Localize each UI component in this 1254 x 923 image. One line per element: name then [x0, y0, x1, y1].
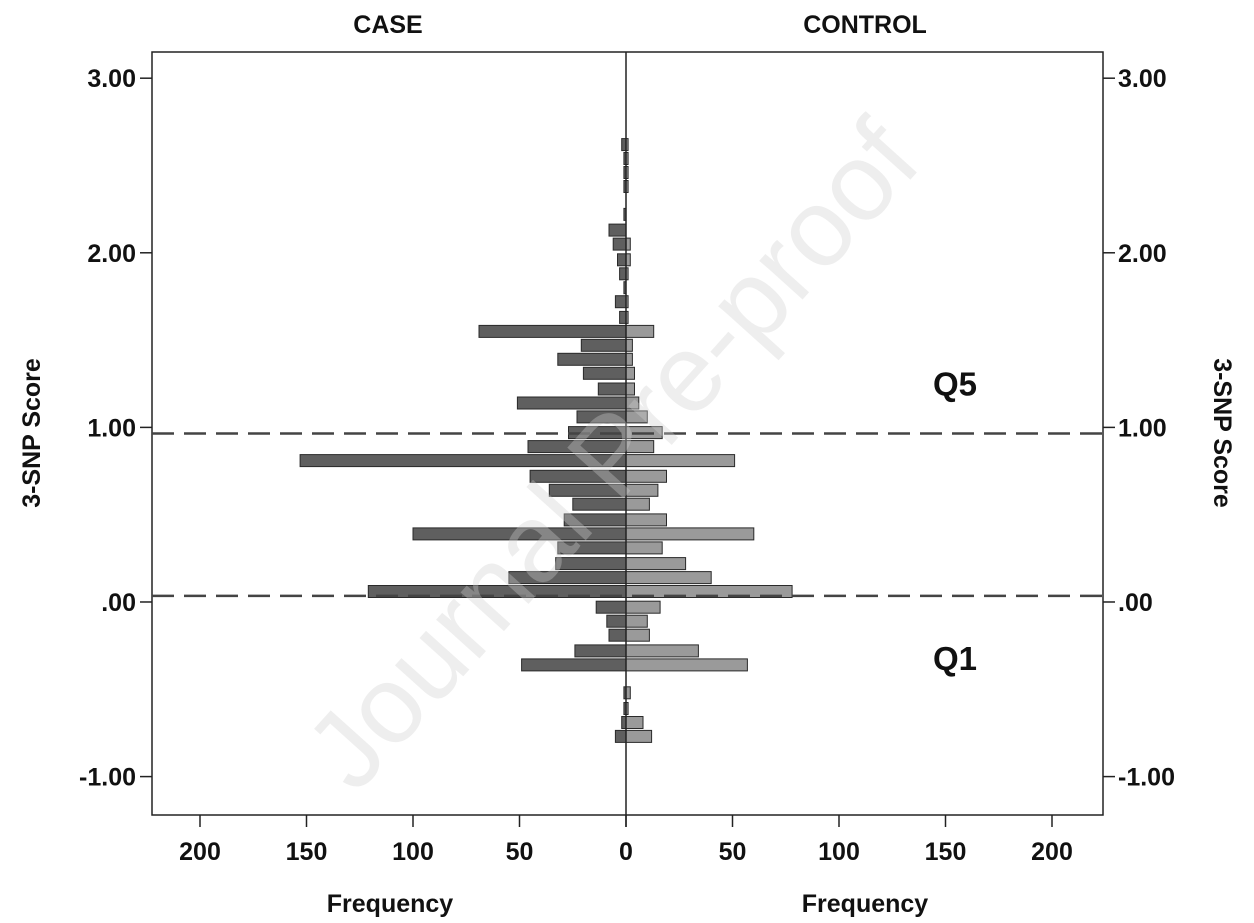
control-bar-29: [625, 614, 648, 628]
control-panel-label: CONTROL: [803, 11, 927, 39]
y-tick-left-label-4: -1.00: [79, 764, 136, 792]
y-axis-title-right: 3-SNP Score: [1208, 358, 1236, 508]
control-bar-26: [625, 571, 712, 585]
x-axis-title-left: Frequency: [327, 890, 454, 918]
x-axis: 200 150 100 50 00 50 100 150 200: [179, 815, 1073, 866]
case-bar-12: [478, 324, 627, 338]
y-tick-left-label-0: 3.00: [87, 65, 136, 93]
control-bar-25: [625, 557, 687, 571]
x-tick-label-0: 200: [179, 838, 221, 866]
case-bar-11: [619, 310, 627, 324]
control-bar-28: [625, 600, 661, 614]
y-tick-right-label-2: 1.00: [1118, 414, 1167, 442]
x-tick-label-9: 200: [1031, 838, 1073, 866]
case-bar-34: [574, 644, 627, 658]
control-bar-36: [625, 729, 653, 743]
control-bar-32: [625, 658, 748, 672]
case-panel-label: CASE: [353, 11, 422, 39]
case-bar-35: [521, 658, 627, 672]
case-bar-5: [608, 223, 627, 237]
control-bar-35: [625, 716, 644, 729]
x-tick-label-4: 0: [619, 838, 633, 866]
control-bars: [625, 138, 793, 743]
x-tick-label-1: 150: [286, 838, 328, 866]
control-bar-30: [625, 628, 650, 642]
control-bar-31: [625, 644, 699, 658]
case-bar-6: [612, 237, 627, 251]
region-label-q5: Q5: [933, 366, 977, 403]
y-tick-right-label-0: 3.00: [1118, 65, 1167, 93]
x-tick-label-8: 150: [925, 838, 967, 866]
y-tick-right-label-1: 2.00: [1118, 240, 1167, 268]
case-bars: [299, 138, 627, 743]
x-tick-label-5: 0: [619, 838, 633, 866]
case-bar-33: [608, 628, 627, 642]
x-tick-label-3: 50: [506, 838, 534, 866]
control-bar-23: [625, 527, 755, 541]
y-tick-left-label-3: .00: [101, 589, 136, 617]
case-bar-8: [619, 267, 627, 281]
case-bar-32: [606, 614, 627, 628]
x-axis-title-right: Frequency: [802, 890, 929, 918]
case-bar-31: [595, 600, 627, 614]
case-bar-7: [617, 253, 627, 267]
y-tick-left-label-2: 1.00: [87, 414, 136, 442]
case-bar-39: [614, 729, 627, 743]
y-tick-left-label-1: 2.00: [87, 240, 136, 268]
region-label-q1: Q1: [933, 640, 977, 677]
region-labels: Q5 Q1: [933, 366, 977, 677]
y-axis-left: 3.00 2.00 1.00 .00 -1.00: [79, 65, 152, 792]
x-tick-label-6: 50: [719, 838, 747, 866]
x-tick-label-2: 100: [392, 838, 434, 866]
y-axis-title-left: 3-SNP Score: [18, 358, 46, 508]
y-tick-right-label-3: .00: [1118, 589, 1153, 617]
control-bar-24: [625, 541, 663, 555]
case-bar-10: [614, 295, 627, 309]
y-tick-right-label-4: -1.00: [1118, 764, 1175, 792]
x-tick-label-7: 100: [818, 838, 860, 866]
case-bar-13: [580, 338, 627, 352]
y-axis-right: 3.00 2.00 1.00 .00 -1.00: [1103, 65, 1175, 792]
